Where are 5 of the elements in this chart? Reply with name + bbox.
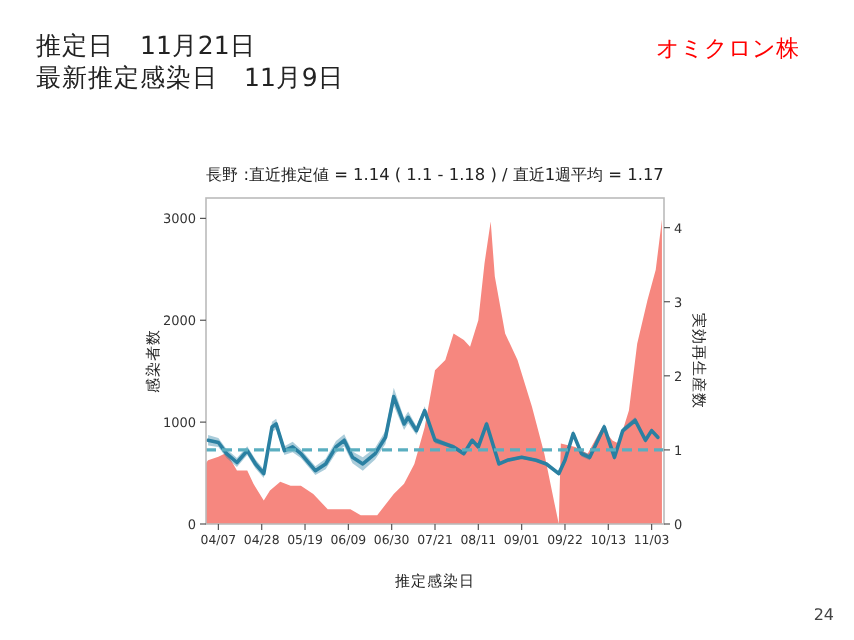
text: 長野 :直近推定値 = 1.14 ( 1.1 - 1.18 ) / 直近1週平均 = 1.17	[206, 164, 664, 184]
chart-subtitle: 最新推定感染日 11月9日	[36, 62, 344, 92]
text: オミクロン株	[656, 34, 800, 62]
chart-title: 推定日 11月21日	[36, 30, 256, 60]
text: 24	[813, 606, 834, 624]
